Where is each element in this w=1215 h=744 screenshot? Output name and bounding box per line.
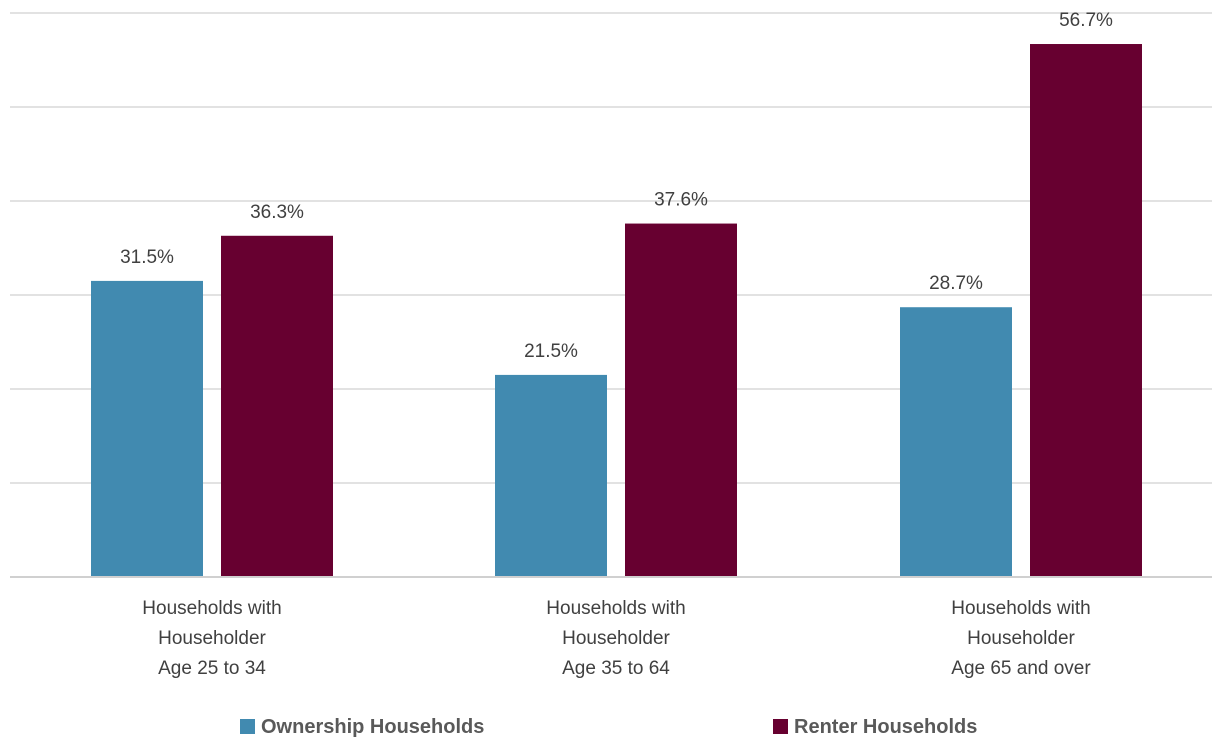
x-tick-label: Households with Householder Age 65 and ove…	[951, 598, 1091, 679]
x-tick-label-line: Households with	[951, 598, 1090, 619]
legend-swatch	[240, 719, 255, 734]
x-axis-tick-labels: Households with Householder Age 25 to 34Ho…	[142, 598, 1091, 679]
x-tick-label-line: Age 65 and over	[951, 658, 1091, 679]
x-tick-label-line: Householder	[967, 628, 1075, 649]
x-tick-label: Households with Householder Age 35 to 64	[546, 598, 685, 679]
data-label: 28.7%	[929, 273, 983, 294]
legend-item-renter: Renter Households	[773, 716, 977, 738]
x-tick-label-line: Households with	[546, 598, 685, 619]
legend: Ownership Households Renter Households	[240, 716, 977, 738]
legend-label: Ownership Households	[261, 716, 484, 738]
bar-renter-3	[1030, 44, 1142, 577]
data-label: 31.5%	[120, 247, 174, 268]
x-tick-label: Households with Householder Age 25 to 34	[142, 598, 281, 679]
bar-renter-1	[221, 235, 333, 577]
data-label: 21.5%	[524, 341, 578, 362]
legend-item-ownership: Ownership Households	[240, 716, 484, 738]
legend-swatch	[773, 719, 788, 734]
x-tick-label-line: Householder	[562, 628, 670, 649]
bar-ownership-3	[900, 307, 1012, 577]
data-label: 37.6%	[654, 190, 708, 211]
data-label: 56.7%	[1059, 10, 1113, 31]
bars	[91, 44, 1142, 577]
x-tick-label-line: Householder	[158, 628, 266, 649]
x-tick-label-line: Households with	[142, 598, 281, 619]
x-tick-label-line: Age 35 to 64	[562, 658, 670, 679]
data-labels: 31.5% 21.5% 28.7% 36.3% 37.6% 56.7%	[120, 10, 1113, 362]
bar-renter-2	[625, 223, 737, 577]
legend-label: Renter Households	[794, 716, 977, 738]
data-label: 36.3%	[250, 202, 304, 223]
x-tick-label-line: Age 25 to 34	[158, 658, 266, 679]
bar-ownership-1	[91, 280, 203, 577]
bar-ownership-2	[495, 374, 607, 577]
